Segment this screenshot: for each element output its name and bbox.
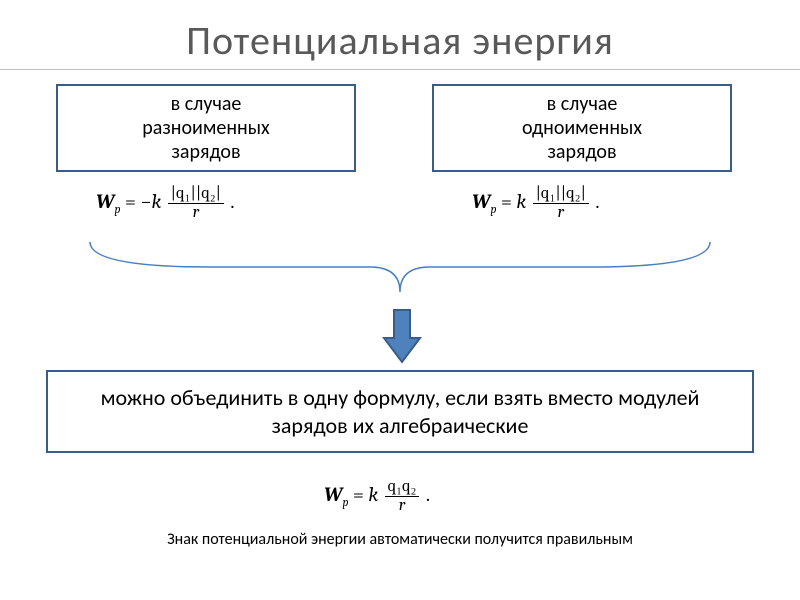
fraction-num: q₁q₂ [385,478,420,497]
footnote-text: Знак потенциальной энергии автоматически… [0,530,800,550]
eq-sign: = [496,190,516,213]
fraction-num: |q₁||q₂| [533,185,589,204]
symbol-W: W [472,190,490,213]
eq-sign: = − [120,190,151,213]
symbol-W: W [324,483,342,506]
formula-tail: . [421,483,430,506]
fraction-den: r [533,204,589,222]
arrow-down-icon [382,308,422,364]
formula-like-charges: Wp = k |q₁||q₂| r . [472,185,599,222]
slide-title: Потенциальная энергия [0,0,800,70]
case-right-line1: в случае [547,92,618,116]
fraction: |q₁||q₂| r [168,185,224,222]
case-box-opposite-charges: в случае разноименных зарядов [56,84,356,172]
case-left-line1: в случае [171,92,242,116]
fraction: |q₁||q₂| r [533,185,589,222]
case-left-line2: разноименных [142,116,269,140]
symbol-k: k [516,190,526,213]
conclusion-box: можно объединить в одну формулу, если вз… [46,370,754,453]
conclusion-text: можно объединить в одну формулу, если вз… [101,384,700,439]
formula-combined: Wp = k q₁q₂ r . [324,478,430,515]
formula-opposite-charges: Wp = −k |q₁||q₂| r . [96,185,235,222]
eq-sign: = [348,483,368,506]
fraction-den: r [385,497,420,515]
case-box-like-charges: в случае одноименных зарядов [432,84,732,172]
fraction-num: |q₁||q₂| [168,185,224,204]
symbol-W: W [96,190,114,213]
case-right-line2: одноименных [522,116,642,140]
fraction: q₁q₂ r [385,478,420,515]
case-right-line3: зарядов [547,140,616,164]
fraction-den: r [168,204,224,222]
symbol-k: k [368,483,378,506]
case-left-line3: зарядов [171,140,240,164]
formula-tail: . [591,190,600,213]
curly-brace-icon [70,232,730,302]
formula-tail: . [226,190,235,213]
symbol-k: k [151,190,161,213]
